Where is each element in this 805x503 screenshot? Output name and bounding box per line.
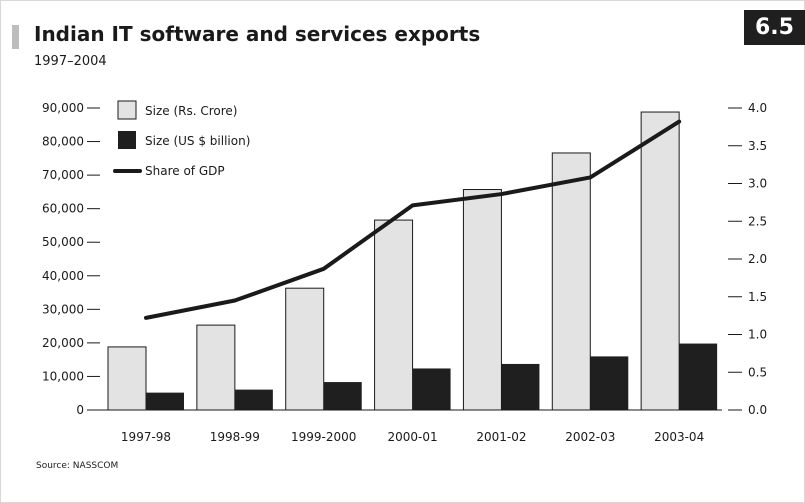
title-accent-bar <box>12 25 19 49</box>
bar-usd-billion <box>234 389 273 410</box>
x-tick-label: 2002-03 <box>565 430 615 444</box>
right-tick-label: 4.0 <box>748 101 767 115</box>
bar-rs-crore <box>551 152 591 411</box>
figure-number-badge: 6.5 <box>744 10 805 45</box>
right-tick-label: 1.0 <box>748 328 767 342</box>
bar-usd-billion <box>501 363 540 410</box>
right-tick-label: 3.5 <box>748 139 767 153</box>
left-tick-label: 60,000 <box>42 202 84 216</box>
bar-rs-crore <box>640 111 680 411</box>
bar-usd-billion <box>412 368 451 410</box>
x-tick-label: 1999-2000 <box>291 430 356 444</box>
bar-usd-billion <box>323 382 362 410</box>
axes-layer: 1997-98 1998-99 1999-2000 2000-01 2001-02 200… <box>42 101 767 444</box>
x-tick-label: 2000-01 <box>388 430 438 444</box>
line-layer <box>144 119 682 320</box>
bar-rs-crore <box>107 346 147 411</box>
left-tick-label: 70,000 <box>42 168 84 182</box>
left-tick-label: 40,000 <box>42 269 84 283</box>
bar-usd-billion <box>146 392 184 410</box>
left-tick-label: 90,000 <box>42 101 84 115</box>
bar-rs-crore <box>462 189 502 411</box>
right-tick-label: 0.5 <box>748 365 767 379</box>
right-tick-label: 2.0 <box>748 252 767 266</box>
bar-rs-crore <box>285 287 325 411</box>
legend-swatch-usd-billion <box>118 131 136 149</box>
left-tick-label: 30,000 <box>42 302 84 316</box>
bar-usd-billion <box>679 343 718 410</box>
bars-layer <box>107 111 718 411</box>
left-tick-label: 10,000 <box>42 369 84 383</box>
legend: Size (Rs. Crore) Size (US $ billion) Share… <box>113 100 250 178</box>
bar-rs-crore <box>374 219 414 411</box>
chart-subtitle: 1997–2004 <box>34 54 107 69</box>
legend-label-share-of-gdp: Share of GDP <box>145 164 225 178</box>
left-tick-label: 0 <box>76 403 84 417</box>
share-of-gdp-line <box>144 119 682 320</box>
bar-usd-billion <box>590 356 629 410</box>
legend-label-rs-crore: Size (Rs. Crore) <box>145 104 237 118</box>
chart-title: Indian IT software and services exports <box>34 22 481 46</box>
x-tick-label: 2001-02 <box>476 430 526 444</box>
bar-rs-crore <box>196 324 236 411</box>
legend-label-usd-billion: Size (US $ billion) <box>145 134 250 148</box>
legend-swatch-rs-crore <box>117 100 137 120</box>
x-tick-label: 1997-98 <box>121 430 171 444</box>
source-note: Source: NASSCOM <box>36 461 119 471</box>
right-tick-label: 0.0 <box>748 403 767 417</box>
right-tick-label: 2.5 <box>748 214 767 228</box>
x-tick-label: 2003-04 <box>654 430 704 444</box>
right-tick-label: 1.5 <box>748 290 767 304</box>
left-tick-label: 80,000 <box>42 135 84 149</box>
x-tick-label: 1998-99 <box>210 430 260 444</box>
left-tick-label: 20,000 <box>42 336 84 350</box>
left-tick-label: 50,000 <box>42 235 84 249</box>
right-tick-label: 3.0 <box>748 177 767 191</box>
